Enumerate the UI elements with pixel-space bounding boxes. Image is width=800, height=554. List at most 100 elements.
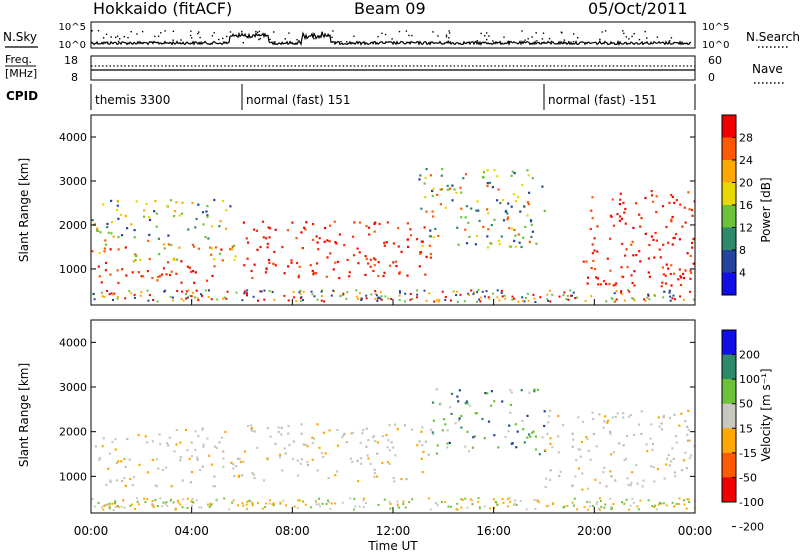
data-cell — [609, 237, 612, 240]
near-range-cell — [272, 504, 275, 507]
data-cell — [493, 218, 496, 221]
data-cell — [648, 243, 651, 247]
data-cell — [673, 413, 676, 416]
near-range-cell — [321, 502, 324, 505]
data-cell — [693, 445, 695, 448]
data-cell — [201, 211, 205, 214]
near-range-cell — [232, 499, 235, 502]
search-noise-point — [97, 30, 100, 32]
near-range-cell — [598, 497, 601, 500]
near-range-cell — [302, 290, 305, 293]
power-ylabel: Slant Range [km] — [17, 158, 31, 262]
data-cell — [383, 241, 386, 244]
near-range-cell — [330, 502, 333, 505]
data-cell — [677, 278, 680, 281]
near-range-cell — [169, 295, 172, 298]
data-cell — [318, 237, 321, 240]
data-cell — [673, 471, 676, 474]
data-cell — [625, 457, 628, 460]
data-cell — [640, 432, 643, 435]
data-cell — [487, 212, 490, 215]
data-cell — [267, 226, 270, 229]
near-range-cell — [692, 298, 695, 301]
near-range-cell — [365, 501, 367, 504]
data-cell — [327, 476, 330, 480]
data-cell — [123, 477, 126, 480]
near-range-cell — [325, 502, 328, 505]
data-cell — [406, 274, 409, 277]
data-cell — [684, 269, 687, 272]
data-cell — [639, 225, 642, 228]
data-cell — [196, 456, 199, 459]
near-range-cell — [440, 501, 443, 504]
near-range-cell — [660, 502, 663, 505]
data-cell — [482, 176, 485, 179]
near-range-cell — [639, 499, 642, 502]
data-cell — [266, 457, 269, 460]
data-cell — [397, 245, 400, 248]
near-range-cell — [433, 300, 436, 303]
near-range-cell — [273, 298, 276, 301]
near-range-cell — [201, 294, 203, 297]
data-cell — [232, 244, 236, 247]
data-cell — [316, 241, 319, 244]
near-range-cell — [101, 295, 104, 298]
near-range-cell — [398, 294, 401, 297]
data-cell — [432, 215, 435, 218]
data-cell — [115, 479, 118, 482]
near-range-cell — [604, 503, 607, 506]
near-range-cell — [396, 503, 399, 506]
data-cell — [429, 256, 432, 259]
search-noise-point — [102, 37, 105, 39]
data-cell — [114, 438, 117, 441]
data-cell — [292, 440, 295, 443]
near-range-cell — [111, 293, 114, 296]
data-cell — [446, 184, 449, 187]
data-cell — [612, 451, 615, 454]
colorbar-tick-label: -50 — [739, 471, 757, 484]
near-range-cell — [296, 506, 299, 509]
data-cell — [506, 218, 509, 221]
data-cell — [158, 433, 161, 436]
near-range-cell — [463, 300, 466, 303]
colorbar-tick-label: 28 — [739, 132, 753, 145]
data-cell — [499, 202, 502, 205]
data-cell — [669, 272, 672, 276]
data-cell — [96, 229, 100, 232]
near-range-cell — [409, 298, 412, 301]
search-noise-point — [211, 35, 214, 37]
near-range-cell — [257, 299, 259, 302]
near-range-cell — [139, 294, 142, 297]
data-cell — [175, 258, 179, 261]
near-range-cell — [456, 300, 459, 303]
data-cell — [611, 198, 614, 201]
data-cell — [439, 188, 442, 191]
near-range-cell — [504, 297, 507, 300]
data-cell — [96, 227, 99, 230]
data-cell — [376, 441, 380, 444]
data-cell — [606, 257, 609, 260]
data-cell — [664, 274, 667, 277]
near-range-cell — [647, 293, 650, 296]
data-cell — [190, 441, 193, 444]
data-cell — [450, 392, 454, 395]
data-cell — [441, 168, 444, 171]
near-range-cell — [620, 290, 623, 293]
data-cell — [234, 255, 237, 258]
search-noise-point — [91, 30, 93, 32]
data-cell — [655, 195, 658, 198]
near-range-cell — [97, 501, 100, 504]
data-cell — [162, 243, 165, 246]
data-cell — [690, 454, 693, 457]
data-cell — [671, 215, 674, 219]
near-range-cell — [496, 289, 499, 292]
data-cell — [657, 416, 660, 419]
near-range-cell — [179, 503, 182, 506]
data-cell — [377, 261, 380, 264]
near-range-cell — [508, 497, 511, 500]
x-tick-label: 04:00 — [174, 524, 209, 538]
data-cell — [619, 198, 622, 201]
data-cell — [132, 476, 136, 479]
data-cell — [533, 388, 536, 391]
freq-tick-top: 18 — [64, 54, 78, 67]
